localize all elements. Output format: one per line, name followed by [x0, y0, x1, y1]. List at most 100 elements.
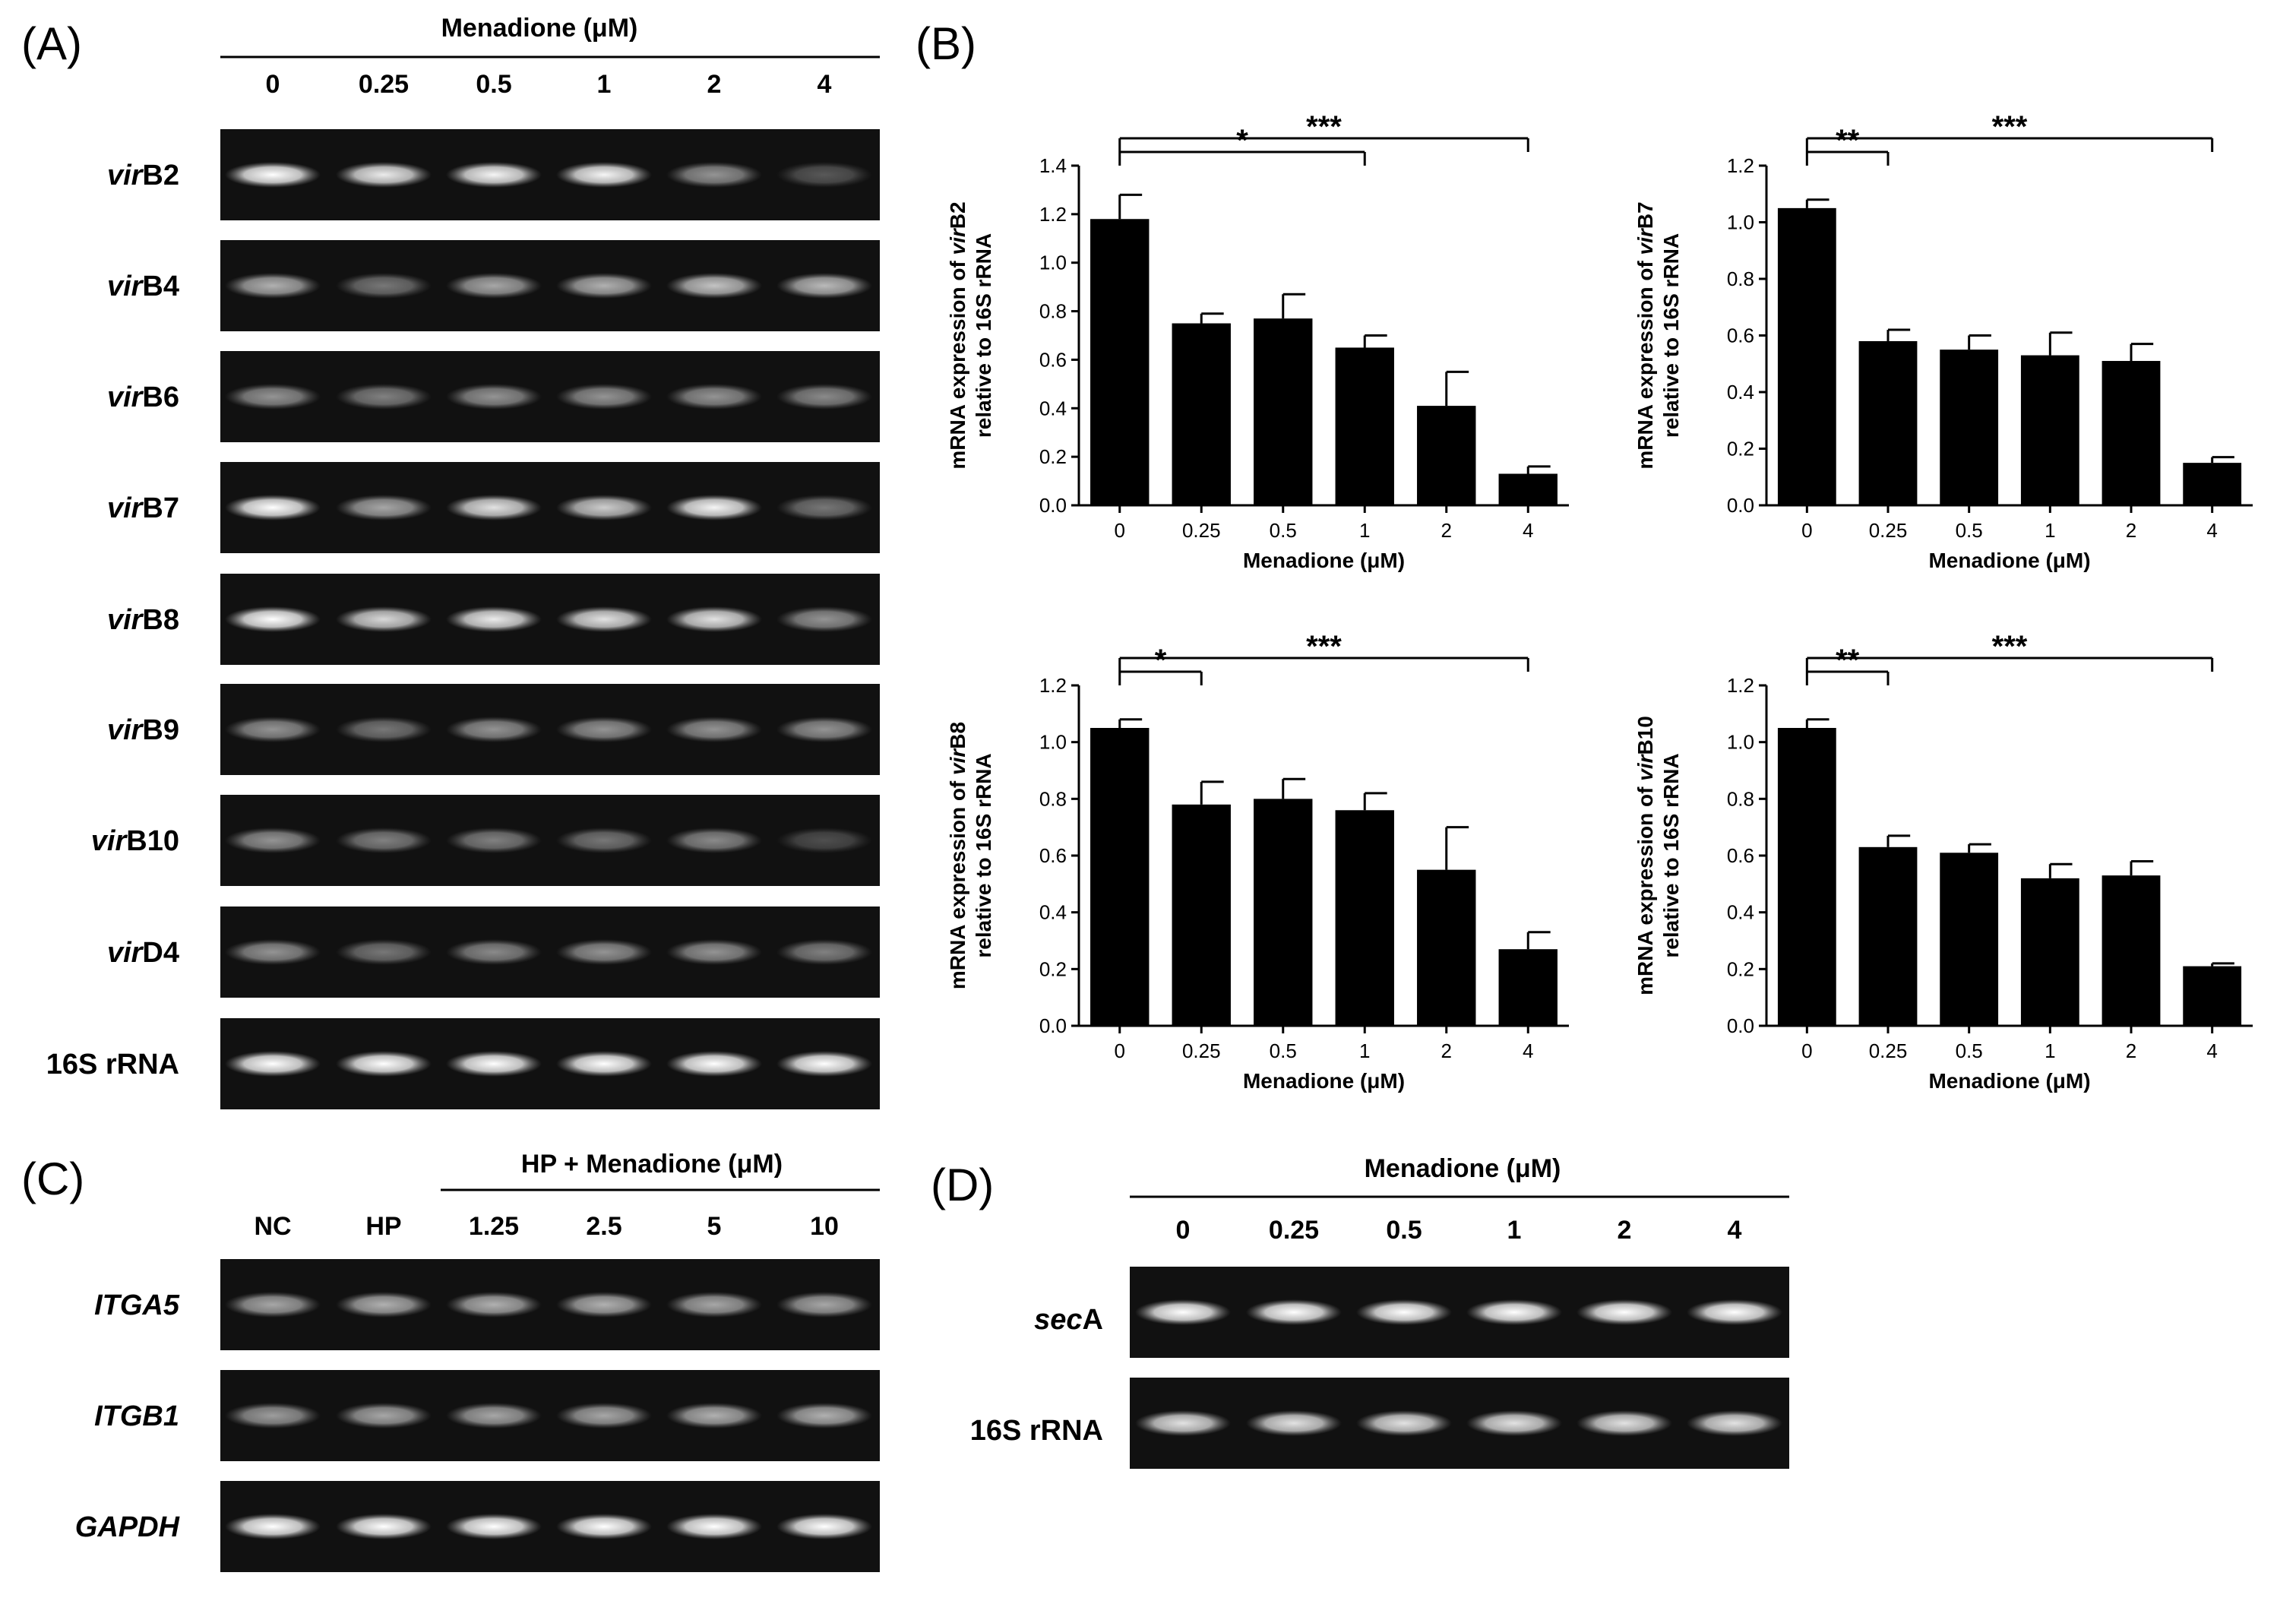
- panel-d-letter: (D): [931, 1160, 994, 1210]
- panel-d-row-2-band-5: [1577, 1410, 1672, 1436]
- panel-a-row-1-gel-strip: [220, 129, 880, 220]
- panel-a-row-label-italic: vir: [107, 604, 144, 636]
- bar: [1498, 473, 1558, 505]
- x-tick-label: 0.25: [1182, 519, 1221, 542]
- panel-a-row-5-band-4: [556, 606, 652, 632]
- panel-a-row-label: virB2: [107, 160, 179, 191]
- panel-c-row-1-band-2: [336, 1292, 432, 1318]
- panel-a-row-label-italic: vir: [91, 825, 128, 857]
- panel-c-lane-label: NC: [254, 1212, 291, 1241]
- y-axis-label-line1: mRNA expression of virB7: [1633, 201, 1657, 469]
- panel-b-bar-charts: (B) 0.0 0.2 0.4 0.6 0.8 1.0 1.2 1.4 0 0.25 0.5 1 2 4 Me…: [916, 18, 2253, 1093]
- panel-d-row-1-band-2: [1246, 1299, 1342, 1325]
- x-tick-label: 0: [1801, 1039, 1812, 1062]
- y-tick-label: 0.8: [1727, 787, 1754, 810]
- panel-a-row-label-rest: B10: [126, 825, 179, 857]
- panel-a-row-label-rest: B8: [142, 604, 179, 636]
- y-tick-label: 0.4: [1727, 381, 1754, 403]
- y-tick-label: 0.6: [1727, 844, 1754, 867]
- x-tick-label: 0: [1801, 519, 1812, 542]
- panel-a-row-label-italic: vir: [107, 381, 144, 413]
- y-tick-label: 1.0: [1727, 211, 1754, 234]
- y-tick-label: 0.6: [1039, 844, 1067, 867]
- bar: [1858, 846, 1918, 1026]
- panel-a-row-label-italic: vir: [107, 937, 144, 969]
- panel-c-header: HP + Menadione (μM): [521, 1150, 783, 1179]
- x-tick-label: 1: [1359, 519, 1370, 542]
- panel-a-row-label-rest: B7: [142, 492, 179, 524]
- x-tick-label: 0.5: [1956, 1039, 1983, 1062]
- bar: [1335, 347, 1394, 505]
- bar: [1417, 406, 1476, 505]
- y-tick-label: 0.6: [1727, 324, 1754, 347]
- bar: [1858, 340, 1918, 505]
- y-axis-label-line1: mRNA expression of virB8: [946, 722, 969, 989]
- panel-d-row-2-band-2: [1246, 1410, 1342, 1436]
- panel-c-row-1-band-1: [225, 1292, 321, 1318]
- x-tick-label: 2: [2126, 519, 2136, 542]
- x-tick-label: 4: [2206, 519, 2217, 542]
- x-tick-label: 1: [2045, 519, 2055, 542]
- panel-a-row-2-band-2: [336, 273, 432, 299]
- panel-a-lane-label: 1: [597, 70, 612, 99]
- panel-d-row-2-band-4: [1466, 1410, 1562, 1436]
- bar: [2102, 875, 2161, 1026]
- bar: [1498, 949, 1558, 1026]
- panel-a-header: Menadione (μM): [441, 14, 638, 43]
- y-tick-label: 1.2: [1039, 674, 1067, 697]
- panel-a-row-6-band-1: [225, 717, 321, 742]
- y-tick-label: 1.2: [1727, 674, 1754, 697]
- x-tick-label: 2: [2126, 1039, 2136, 1062]
- panel-a-row-8-band-4: [556, 939, 652, 965]
- panel-d-row-label-italic: sec: [1034, 1304, 1082, 1336]
- panel-c-lane-label: 1.25: [469, 1212, 519, 1241]
- panel-b-letter: (B): [916, 18, 976, 69]
- panel-c-row-2-band-5: [666, 1403, 762, 1429]
- bar: [1940, 853, 1999, 1026]
- significance-label: ***: [1306, 630, 1342, 663]
- x-tick-label: 1: [2045, 1039, 2055, 1062]
- panel-c-row-1-band-4: [556, 1292, 652, 1318]
- significance-label: ***: [1992, 110, 2028, 144]
- bar: [2020, 878, 2079, 1026]
- panel-a-row-label: virB10: [91, 825, 179, 857]
- y-axis-label-prefix: mRNA expression of: [946, 775, 969, 989]
- y-tick-label: 1.0: [1727, 731, 1754, 754]
- y-tick-label: 1.2: [1039, 203, 1067, 226]
- panel-a-row-3-gel-strip: [220, 351, 880, 442]
- panel-a-row-2-band-5: [666, 273, 762, 299]
- x-tick-label: 2: [1441, 519, 1452, 542]
- panel-d-row-2-band-6: [1687, 1410, 1782, 1436]
- panel-c-row-label: ITGA5: [94, 1289, 180, 1321]
- panel-d-lane-label: 1: [1507, 1216, 1522, 1245]
- panel-d-row-label: 16S rRNA: [970, 1415, 1103, 1447]
- panel-a-gel: (A) Menadione (μM)0 0.25 0.5 1 2 4virB2virB4vi…: [21, 14, 880, 1109]
- panel-a-row-6-band-2: [336, 717, 432, 742]
- x-axis-label: Menadione (μM): [1243, 549, 1405, 572]
- panel-a-row-9-band-3: [446, 1051, 542, 1077]
- panel-a-row-6-band-5: [666, 717, 762, 742]
- y-axis-label-line2: relative to 16S rRNA: [972, 233, 995, 438]
- y-tick-label: 0.0: [1039, 1014, 1067, 1037]
- panel-c-row-3-band-2: [336, 1514, 432, 1539]
- panel-a-row-7-band-6: [776, 827, 872, 853]
- panel-a-lane-label: 4: [818, 70, 832, 99]
- y-axis-label-prefix: mRNA expression of: [1633, 255, 1657, 469]
- panel-c-row-2-gel-strip: [220, 1370, 880, 1461]
- panel-a-row-7-band-4: [556, 827, 652, 853]
- panel-a-row-9-band-2: [336, 1051, 432, 1077]
- y-axis-label-gene-italic: vir: [1633, 227, 1657, 255]
- panel-c-lane-label: 10: [810, 1212, 839, 1241]
- panel-c-lane-label: 2.5: [586, 1212, 621, 1241]
- panel-a-row-4-band-5: [666, 495, 762, 520]
- panel-a-row-2-gel-strip: [220, 240, 880, 331]
- panel-d-lane-label: 2: [1618, 1216, 1632, 1245]
- x-tick-label: 2: [1441, 1039, 1452, 1062]
- panel-a-row-6-band-3: [446, 717, 542, 742]
- panel-a-lane-label: 0.5: [476, 70, 511, 99]
- bar: [1777, 728, 1836, 1026]
- panel-d-lane-label: 0.5: [1386, 1216, 1422, 1245]
- y-tick-label: 0.0: [1727, 494, 1754, 517]
- y-axis-label-gene-italic: vir: [1633, 753, 1657, 780]
